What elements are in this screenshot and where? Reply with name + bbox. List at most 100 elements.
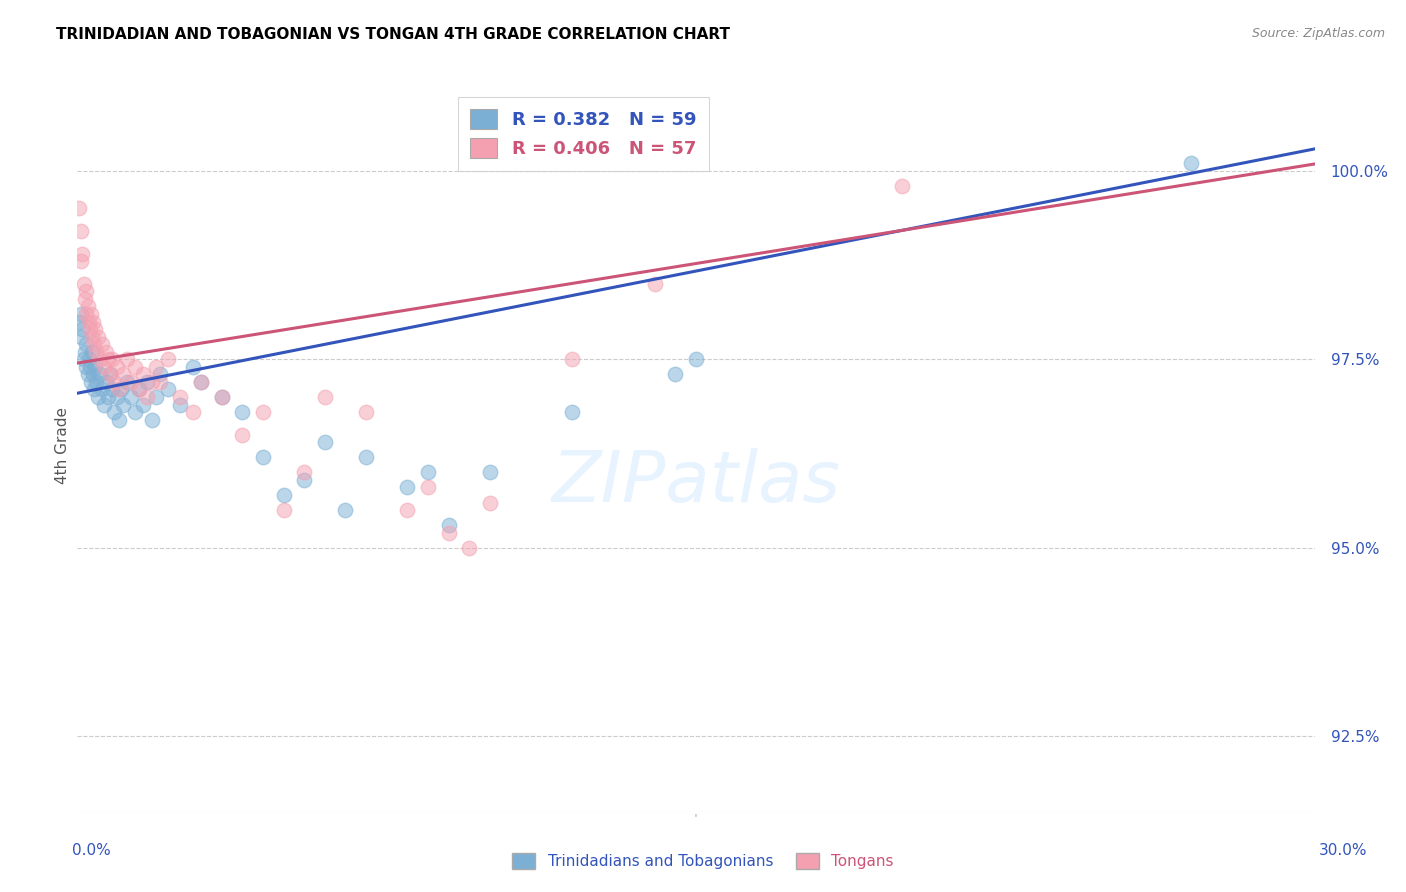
Point (132, 398, 155, 412)
Point (292, 473, 315, 487)
Point (96, 344, 118, 359)
Point (120, 390, 142, 404)
Point (103, 405, 125, 419)
Point (478, 495, 501, 509)
Point (416, 480, 439, 494)
Point (80, 329, 103, 343)
Point (103, 375, 125, 389)
Point (97, 352, 120, 367)
Point (132, 368, 155, 382)
Point (82, 368, 104, 382)
Point (101, 352, 124, 367)
Point (69, 224, 91, 238)
Point (561, 405, 583, 419)
Point (354, 450, 377, 465)
Point (70, 254, 93, 268)
Point (107, 412, 129, 426)
Text: 0.0%: 0.0% (72, 843, 111, 858)
Point (1180, 156, 1202, 170)
Point (101, 383, 124, 397)
Point (75, 307, 97, 321)
Point (89, 368, 111, 382)
Point (136, 375, 159, 389)
Point (76, 300, 98, 314)
Point (67, 202, 90, 216)
Text: Source: ZipAtlas.com: Source: ZipAtlas.com (1251, 27, 1385, 40)
Point (98, 368, 121, 382)
Point (396, 503, 419, 517)
Point (141, 375, 163, 389)
Point (120, 375, 142, 389)
Point (231, 427, 253, 442)
Legend: R = 0.382   N = 59, R = 0.406   N = 57: R = 0.382 N = 59, R = 0.406 N = 57 (457, 96, 709, 170)
Point (93, 359, 115, 374)
Point (98, 368, 121, 382)
Point (145, 390, 167, 404)
Point (79, 359, 101, 374)
Point (87, 329, 110, 343)
Point (141, 412, 163, 426)
Point (111, 398, 134, 412)
Point (149, 368, 172, 382)
Point (107, 383, 129, 397)
Point (91, 383, 114, 397)
Point (157, 352, 180, 367)
Point (136, 390, 159, 404)
Point (181, 359, 204, 374)
Point (70, 329, 93, 343)
Point (83, 383, 105, 397)
Point (335, 503, 357, 517)
Point (314, 435, 336, 450)
Point (72, 322, 94, 336)
Point (84, 375, 107, 389)
Point (181, 405, 204, 419)
Point (124, 405, 146, 419)
Point (69, 307, 91, 321)
Point (252, 450, 274, 465)
Point (67, 315, 90, 329)
Point (115, 352, 138, 367)
Point (149, 375, 172, 389)
Point (458, 541, 481, 555)
Point (115, 375, 138, 389)
Point (82, 315, 104, 329)
Point (79, 375, 101, 389)
Y-axis label: 4th Grade: 4th Grade (55, 408, 70, 484)
Text: 30.0%: 30.0% (1319, 843, 1367, 858)
Text: TRINIDADIAN AND TOBAGONIAN VS TONGAN 4TH GRADE CORRELATION CHART: TRINIDADIAN AND TOBAGONIAN VS TONGAN 4TH… (56, 27, 730, 42)
Text: ZIPatlas: ZIPatlas (551, 448, 841, 517)
Point (105, 390, 128, 404)
Point (211, 390, 233, 404)
Point (273, 503, 295, 517)
Point (84, 344, 107, 359)
Point (416, 466, 439, 480)
Point (97, 390, 120, 404)
Point (190, 375, 212, 389)
Point (73, 292, 96, 306)
Point (157, 383, 180, 397)
Point (891, 178, 914, 193)
Point (145, 359, 167, 374)
Point (685, 352, 707, 367)
Point (105, 359, 128, 374)
Point (75, 285, 97, 299)
Point (111, 368, 134, 382)
Point (437, 518, 460, 533)
Point (169, 390, 191, 404)
Point (72, 246, 94, 260)
Point (93, 398, 115, 412)
Point (110, 383, 132, 397)
Point (644, 277, 666, 291)
Point (76, 368, 98, 382)
Point (128, 383, 150, 397)
Point (190, 375, 212, 389)
Point (354, 405, 377, 419)
Point (79, 322, 101, 336)
Point (211, 390, 233, 404)
Point (292, 466, 315, 480)
Point (77, 352, 100, 367)
Point (89, 352, 111, 367)
Point (77, 315, 100, 329)
Point (79, 307, 101, 321)
Point (664, 368, 686, 382)
